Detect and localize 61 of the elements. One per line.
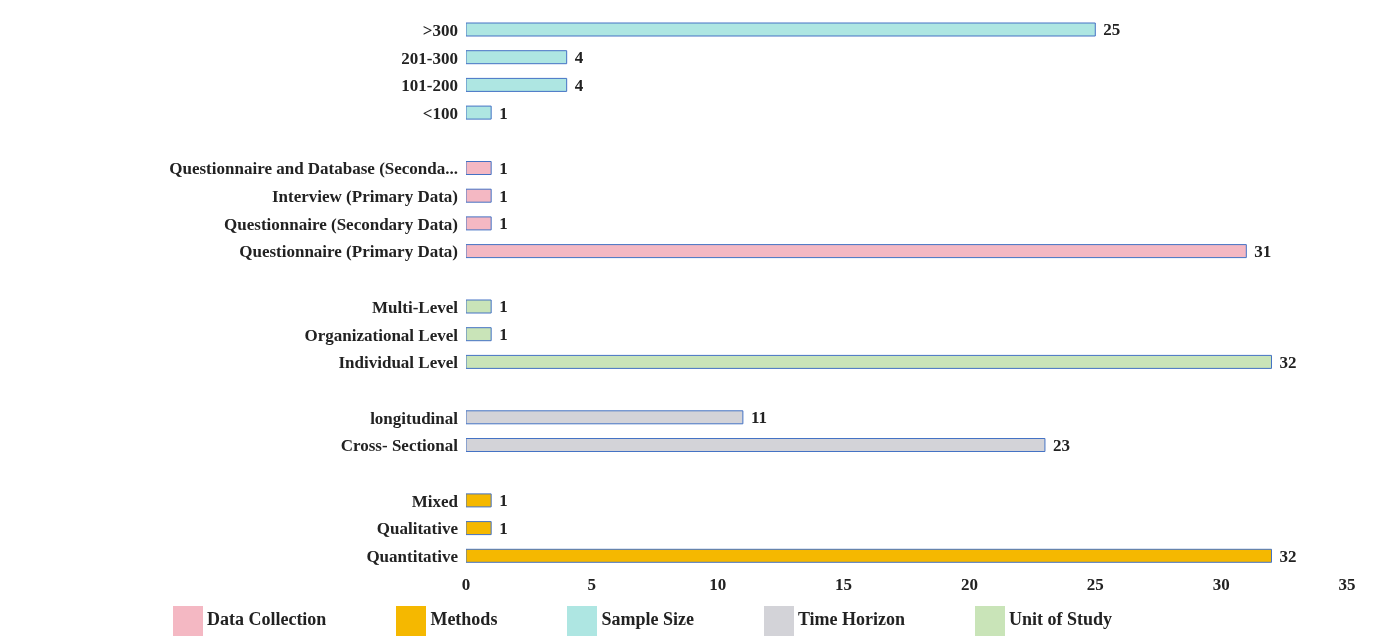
bar [466, 410, 744, 425]
data-label: 25 [1103, 20, 1121, 40]
data-label: 1 [499, 186, 508, 206]
y-tick-label: Quantitative [366, 547, 459, 567]
data-label: 23 [1052, 435, 1070, 455]
y-tick-label: 201-300 [401, 48, 458, 68]
data-label: 32 [1279, 546, 1297, 566]
data-label: 1 [499, 297, 508, 317]
bar [466, 521, 492, 536]
data-label: 11 [750, 408, 767, 428]
data-label: 1 [499, 491, 508, 511]
bar [466, 354, 1272, 369]
data-label: 1 [499, 519, 508, 539]
legend-label: Sample Size [601, 609, 694, 630]
data-label: 1 [499, 158, 508, 178]
x-tick-label: 35 [1338, 575, 1356, 595]
data-label: 31 [1254, 242, 1272, 262]
x-tick-label: 5 [587, 575, 597, 595]
x-tick-label: 25 [1086, 575, 1104, 595]
x-tick-label: 30 [1212, 575, 1230, 595]
x-tick-label: 20 [960, 575, 978, 595]
data-label: 1 [499, 214, 508, 234]
x-tick-label: 10 [709, 575, 727, 595]
data-label: 1 [499, 103, 508, 123]
bar [466, 105, 492, 120]
bar [466, 50, 568, 65]
data-label: 1 [499, 325, 508, 345]
y-tick-label: Organizational Level [304, 325, 459, 345]
bar [466, 438, 1046, 452]
bar [466, 548, 1272, 563]
legend-label: Time Horizon [797, 609, 906, 630]
bar [466, 244, 1247, 259]
legend-label: Unit of Study [1009, 609, 1113, 630]
y-tick-label: Mixed [411, 491, 459, 511]
y-tick-label: Qualitative [376, 519, 459, 539]
x-tick-label: 0 [461, 575, 471, 595]
bar [466, 22, 1096, 37]
y-tick-label: Multi-Level [372, 297, 459, 317]
y-tick-label: >300 [422, 20, 458, 40]
y-tick-label: Questionnaire (Primary Data) [239, 242, 458, 262]
data-label: 32 [1279, 352, 1297, 372]
bar [466, 299, 492, 314]
y-tick-label: Cross- Sectional [340, 436, 459, 456]
legend-label: Methods [430, 609, 498, 630]
bar [466, 216, 492, 231]
x-tick-label: 15 [835, 575, 853, 595]
y-tick-label: Questionnaire and Database (Seconda... [169, 159, 458, 179]
y-tick-label: longitudinal [370, 408, 459, 428]
bar [466, 493, 492, 508]
y-tick-label: Individual Level [338, 353, 459, 373]
y-tick-label: <100 [422, 103, 458, 123]
bar [466, 161, 492, 175]
data-label: 4 [574, 75, 584, 95]
data-label: 4 [574, 48, 584, 68]
y-tick-label: 101-200 [401, 76, 458, 96]
y-tick-label: Interview (Primary Data) [272, 187, 458, 207]
bar [466, 188, 492, 203]
bar [466, 327, 492, 342]
legend-label: Data Collection [206, 609, 327, 630]
bar [466, 77, 568, 92]
y-tick-label: Questionnaire (Secondary Data) [224, 214, 458, 234]
